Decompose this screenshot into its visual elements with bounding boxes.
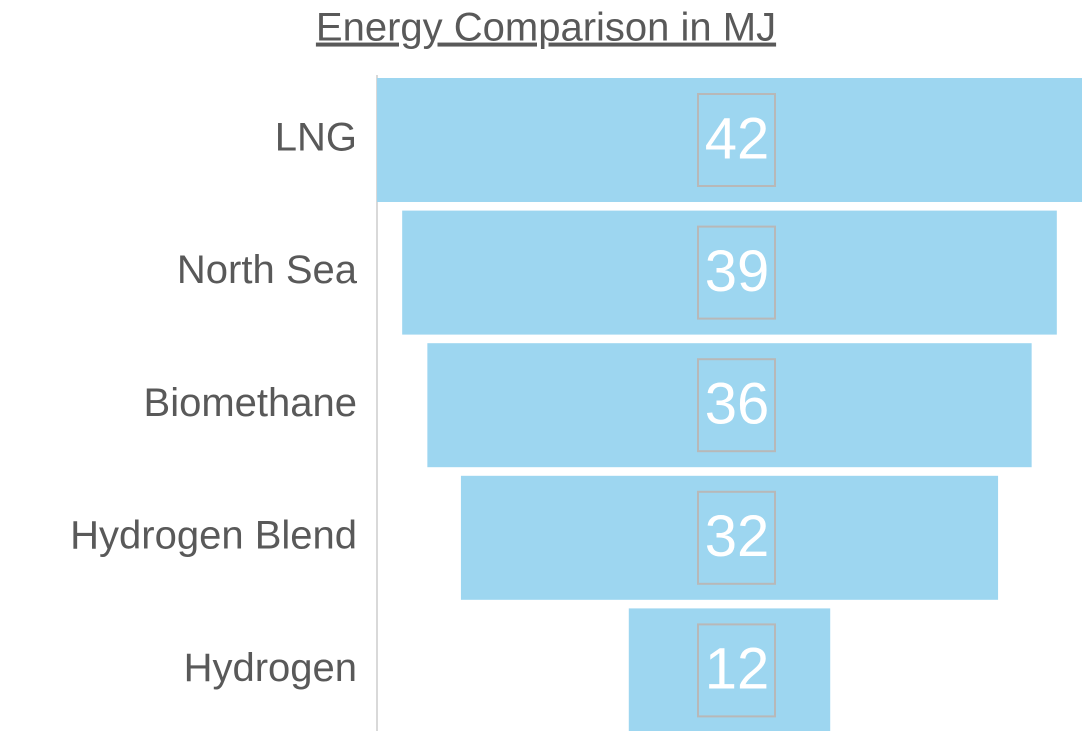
chart-title: Energy Comparison in MJ xyxy=(316,6,776,50)
category-label: Biomethane xyxy=(144,381,357,425)
data-label: 32 xyxy=(705,504,770,569)
bar xyxy=(402,210,1057,335)
bar xyxy=(628,608,831,731)
category-label: Hydrogen Blend xyxy=(70,513,357,557)
data-label: 42 xyxy=(705,106,770,171)
label-box xyxy=(697,358,776,453)
bar xyxy=(427,343,1032,468)
bar xyxy=(377,78,1082,202)
category-label: LNG xyxy=(275,116,357,160)
label-box xyxy=(697,225,776,320)
data-label: 12 xyxy=(705,637,770,702)
label-box xyxy=(697,623,776,718)
category-label: North Sea xyxy=(177,248,358,292)
label-box xyxy=(697,93,776,187)
data-label: 39 xyxy=(705,239,770,304)
bar xyxy=(460,475,999,600)
data-label: 36 xyxy=(705,372,770,437)
label-box xyxy=(697,490,776,585)
category-label: Hydrogen xyxy=(184,646,357,690)
